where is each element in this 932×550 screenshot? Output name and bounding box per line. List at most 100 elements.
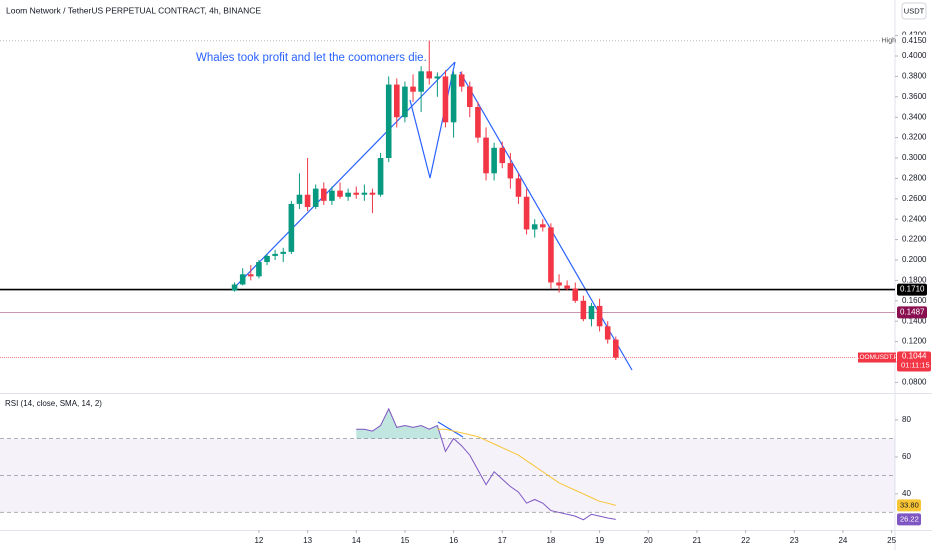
currency-button[interactable] [901,2,927,20]
candle-body [288,203,295,252]
rsi-line [356,407,616,521]
candle-body [604,326,611,340]
candle-body [442,76,449,123]
candle-body [531,224,538,230]
candle-body [247,274,254,277]
candle-body [458,74,465,87]
x-tick-label: 15 [400,536,409,545]
rsi-overbought-fill [356,408,442,439]
y-tick-label: 0.2800 [902,174,927,183]
y-tick-label: 0.3400 [902,112,927,121]
candle-body [580,300,587,320]
x-tick-label: 24 [838,536,847,545]
y-tick-label: 0.2600 [902,194,927,203]
candle-body [556,282,562,286]
x-tick-label: 18 [546,536,555,545]
candle-body [272,253,278,256]
candle-body [450,74,457,123]
candle-body [361,192,368,195]
rsi-value-tag [897,513,921,526]
symbol-label: LOOMUSDT.P [856,354,898,361]
y-tick-label: 0.2400 [902,214,927,223]
x-tick-label: 25 [887,536,896,545]
trend-line [459,71,633,371]
x-tick-label: 22 [741,536,750,545]
candle-body [612,339,619,358]
candle-body [320,188,327,201]
rsi-title: RSI (14, close, SMA, 14, 2) [5,399,102,408]
y-tick-label: 0.3000 [902,153,927,162]
candle-body [280,251,287,254]
x-tick-label: 19 [595,536,604,545]
currency-label[interactable]: USDT [904,6,925,15]
candle-body [499,147,506,164]
rsi-line [437,428,616,506]
candle-body [523,196,530,230]
candle-body [426,71,433,79]
rsi-value-label: 33.80 [900,500,919,509]
y-tick-label: 0.3800 [902,72,927,81]
candle-body [329,190,335,201]
level-tag [899,34,929,47]
x-tick-label: 20 [644,536,653,545]
price-tag-label: 0.1487 [900,307,925,316]
y-tick-label: 0.4000 [902,51,927,60]
x-tick-label: 21 [692,536,701,545]
y-tick-label: 0.1800 [902,276,927,285]
x-tick-label: 16 [449,536,458,545]
candle-body [264,255,270,263]
candle-body [385,84,392,159]
chart-title: Loom Network / TetherUS PERPETUAL CONTRA… [6,5,261,15]
x-tick-label: 13 [303,536,312,545]
candle-body [564,285,570,289]
x-tick-label: 23 [790,536,799,545]
y-tick-label: 0.1200 [902,337,927,346]
candle-body [483,137,489,174]
price-tag [897,306,927,319]
candle-body [596,305,603,327]
level-name: High [882,38,897,45]
candle-body [337,190,343,197]
candle-body [393,84,400,118]
candle-body [491,147,497,174]
candle-body [572,288,579,301]
y-tick-label: 0.2200 [902,235,927,244]
y-tick-label: 0.3200 [902,133,927,142]
candle-body [353,192,360,195]
annotation: Whales took profit and let the coomoners… [196,52,427,64]
last-price-tag [897,351,931,372]
candle-body [256,262,262,277]
candle-body [304,194,311,207]
y-tick-label: 0.0800 [902,378,927,387]
y-tick-label: 0.2000 [902,255,927,264]
countdown-label: 01:11:15 [901,361,930,370]
candle-body [377,158,384,195]
candle-body [410,86,416,92]
price-tag [897,283,927,296]
candle-body [548,227,554,283]
y-tick-label: 0.1600 [902,296,927,305]
level-label: 0.4150 [902,36,927,45]
candle-body [402,86,408,118]
candle-body [539,224,546,228]
y-tick-label: 0.1400 [902,316,927,325]
candle-body [434,76,441,79]
price-tag-label: 0.1710 [900,285,925,294]
x-tick-label: 14 [352,536,361,545]
rsi-value-tag [897,499,921,512]
candle-body [239,274,246,285]
candle-body [515,178,522,197]
trend-line [232,61,456,290]
symbol-tag [858,352,896,363]
x-tick-label: 17 [498,536,507,545]
candle-body [231,284,238,291]
candle-body [418,71,424,92]
y-tick-label: 60 [902,452,911,461]
candle-body [312,188,319,207]
candle-body [369,192,376,195]
y-tick-label: 0.3600 [902,92,927,101]
x-tick-label: 12 [254,536,263,545]
candle-body [296,194,303,204]
rsi-value-label: 26.22 [900,514,919,523]
